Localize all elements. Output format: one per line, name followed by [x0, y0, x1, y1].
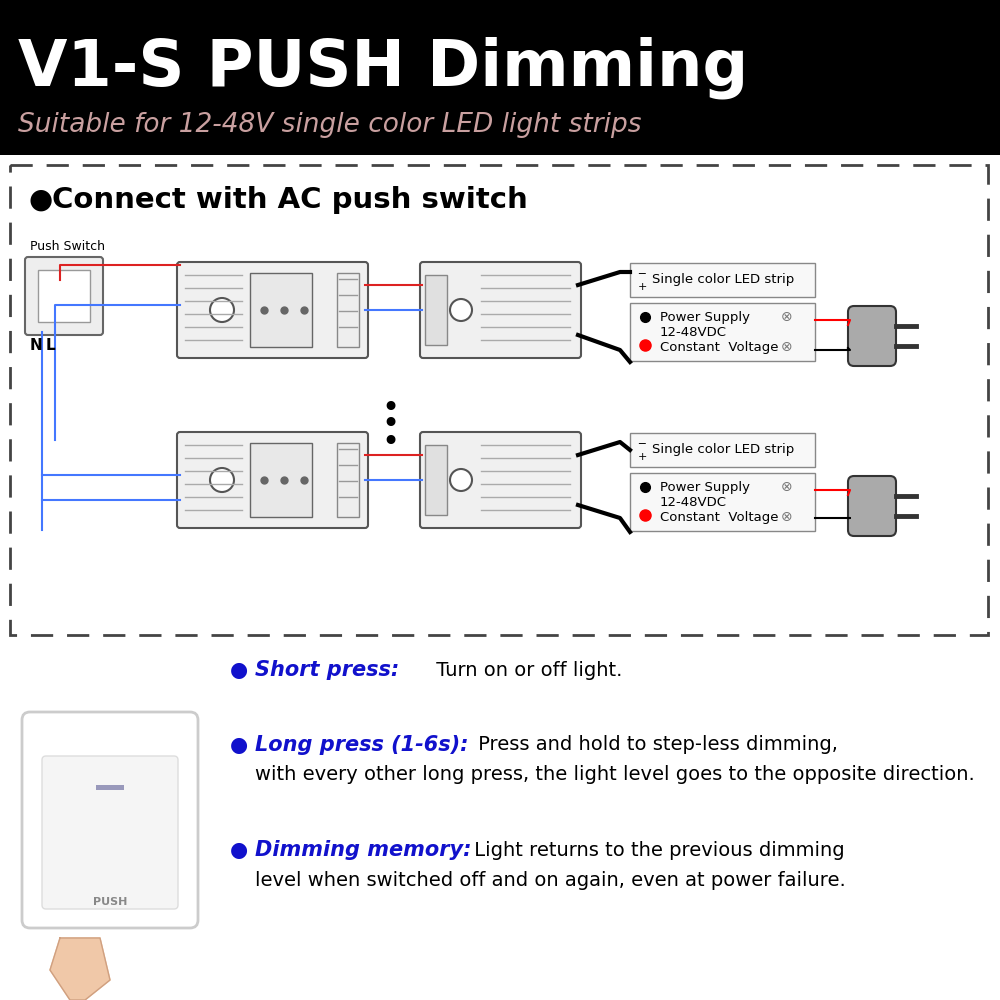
- Text: Long press (1-6s):: Long press (1-6s):: [255, 735, 468, 755]
- Polygon shape: [50, 938, 110, 1000]
- Text: +: +: [638, 452, 647, 462]
- Text: Light returns to the previous dimming: Light returns to the previous dimming: [468, 840, 845, 859]
- FancyBboxPatch shape: [420, 432, 581, 528]
- Text: ⊗: ⊗: [781, 340, 793, 354]
- Bar: [425, 275, 447, 345]
- Text: with every other long press, the light level goes to the opposite direction.: with every other long press, the light l…: [255, 766, 975, 784]
- Circle shape: [450, 469, 472, 491]
- Text: Turn on or off light.: Turn on or off light.: [430, 660, 622, 680]
- Text: ─: ─: [638, 438, 645, 448]
- Text: ─: ─: [638, 268, 645, 278]
- Bar: [630, 473, 815, 531]
- Bar: [630, 263, 815, 297]
- Circle shape: [210, 298, 234, 322]
- Text: ●: ●: [230, 840, 248, 860]
- FancyBboxPatch shape: [420, 262, 581, 358]
- Text: ⊗: ⊗: [781, 510, 793, 524]
- Text: Power Supply: Power Supply: [660, 481, 750, 493]
- Text: Constant  Voltage: Constant Voltage: [660, 510, 778, 524]
- Text: N: N: [30, 338, 43, 353]
- Circle shape: [210, 468, 234, 492]
- FancyBboxPatch shape: [10, 165, 988, 635]
- Bar: [250, 273, 312, 347]
- Bar: [630, 303, 815, 361]
- Text: Constant  Voltage: Constant Voltage: [660, 340, 778, 354]
- Bar: [0, 0, 1000, 155]
- Text: 12-48VDC: 12-48VDC: [660, 326, 727, 338]
- Text: •: •: [381, 393, 399, 422]
- Text: L: L: [46, 338, 56, 353]
- FancyBboxPatch shape: [22, 712, 198, 928]
- Text: PUSH: PUSH: [93, 897, 127, 907]
- Text: level when switched off and on again, even at power failure.: level when switched off and on again, ev…: [255, 870, 846, 890]
- Text: ●: ●: [230, 660, 248, 680]
- FancyBboxPatch shape: [42, 756, 178, 909]
- Circle shape: [450, 299, 472, 321]
- Text: Dimming memory:: Dimming memory:: [255, 840, 472, 860]
- Text: ⊗: ⊗: [781, 480, 793, 494]
- Bar: [337, 273, 359, 347]
- Bar: [250, 443, 312, 517]
- Bar: [630, 433, 815, 467]
- Bar: [96, 785, 124, 790]
- Text: ●: ●: [230, 735, 248, 755]
- Text: Single color LED strip: Single color LED strip: [652, 273, 794, 286]
- Text: Suitable for 12-48V single color LED light strips: Suitable for 12-48V single color LED lig…: [18, 112, 642, 138]
- FancyBboxPatch shape: [25, 257, 103, 335]
- Text: Connect with AC push switch: Connect with AC push switch: [52, 186, 528, 214]
- Text: Single color LED strip: Single color LED strip: [652, 444, 794, 456]
- FancyBboxPatch shape: [177, 432, 368, 528]
- Text: Power Supply: Power Supply: [660, 310, 750, 324]
- Bar: [0, 155, 1000, 1000]
- Text: ●: ●: [28, 186, 52, 214]
- FancyBboxPatch shape: [848, 476, 896, 536]
- FancyBboxPatch shape: [177, 262, 368, 358]
- Text: +: +: [638, 282, 647, 292]
- Text: Press and hold to step-less dimming,: Press and hold to step-less dimming,: [472, 736, 838, 754]
- Text: V1-S PUSH Dimming: V1-S PUSH Dimming: [18, 37, 748, 99]
- Bar: [38, 270, 90, 322]
- Text: 12-48VDC: 12-48VDC: [660, 495, 727, 508]
- Text: •: •: [381, 410, 399, 440]
- FancyBboxPatch shape: [848, 306, 896, 366]
- Text: •: •: [381, 428, 399, 456]
- Bar: [337, 443, 359, 517]
- Text: ⊗: ⊗: [781, 310, 793, 324]
- Text: Short press:: Short press:: [255, 660, 399, 680]
- Text: Push Switch: Push Switch: [30, 240, 106, 253]
- Bar: [425, 445, 447, 515]
